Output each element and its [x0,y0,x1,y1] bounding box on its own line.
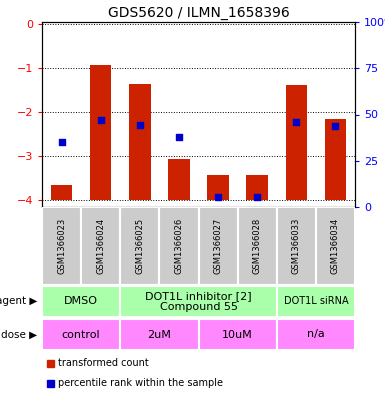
Text: GSM1366028: GSM1366028 [253,218,262,274]
Bar [81,207,120,285]
Point [293,119,300,125]
Text: dose ▶: dose ▶ [1,329,37,340]
Text: n/a: n/a [307,329,325,340]
Bar [277,319,355,350]
Text: agent ▶: agent ▶ [0,296,37,307]
Bar [42,286,120,317]
Text: percentile rank within the sample: percentile rank within the sample [58,378,223,389]
Bar [238,207,277,285]
Bar [47,380,54,387]
Point [332,123,338,130]
Bar [246,175,268,200]
Text: GSM1366026: GSM1366026 [174,218,183,274]
Text: GSM1366027: GSM1366027 [214,218,223,274]
Bar [286,85,307,200]
Text: transformed count: transformed count [58,358,149,369]
Text: DOT1L siRNA: DOT1L siRNA [284,296,348,307]
Bar [51,185,72,200]
Bar [120,286,277,317]
Point [176,133,182,140]
Bar [325,119,346,200]
Bar [199,207,238,285]
Bar [277,207,316,285]
Bar [129,84,151,200]
Bar [207,175,229,200]
Bar [168,158,190,200]
Bar [159,207,199,285]
Bar [277,286,355,317]
Text: DOT1L inhibitor [2]
Compound 55: DOT1L inhibitor [2] Compound 55 [145,291,252,312]
Text: GSM1366023: GSM1366023 [57,218,66,274]
Point [254,194,260,200]
Text: GSM1366025: GSM1366025 [135,218,144,274]
Bar [90,65,111,200]
Text: GSM1366034: GSM1366034 [331,218,340,274]
Text: 10uM: 10uM [222,329,253,340]
Point [98,117,104,123]
Bar [47,360,54,367]
Text: 2uM: 2uM [147,329,171,340]
Text: DMSO: DMSO [64,296,98,307]
Text: GSM1366024: GSM1366024 [96,218,105,274]
Bar [42,207,81,285]
Bar [199,319,277,350]
Bar [120,207,159,285]
Text: GSM1366033: GSM1366033 [292,218,301,274]
Text: GDS5620 / ILMN_1658396: GDS5620 / ILMN_1658396 [108,6,290,20]
Point [137,121,143,128]
Point [215,194,221,200]
Bar [42,319,120,350]
Point [59,139,65,145]
Bar [316,207,355,285]
Text: control: control [62,329,100,340]
Bar [120,319,199,350]
